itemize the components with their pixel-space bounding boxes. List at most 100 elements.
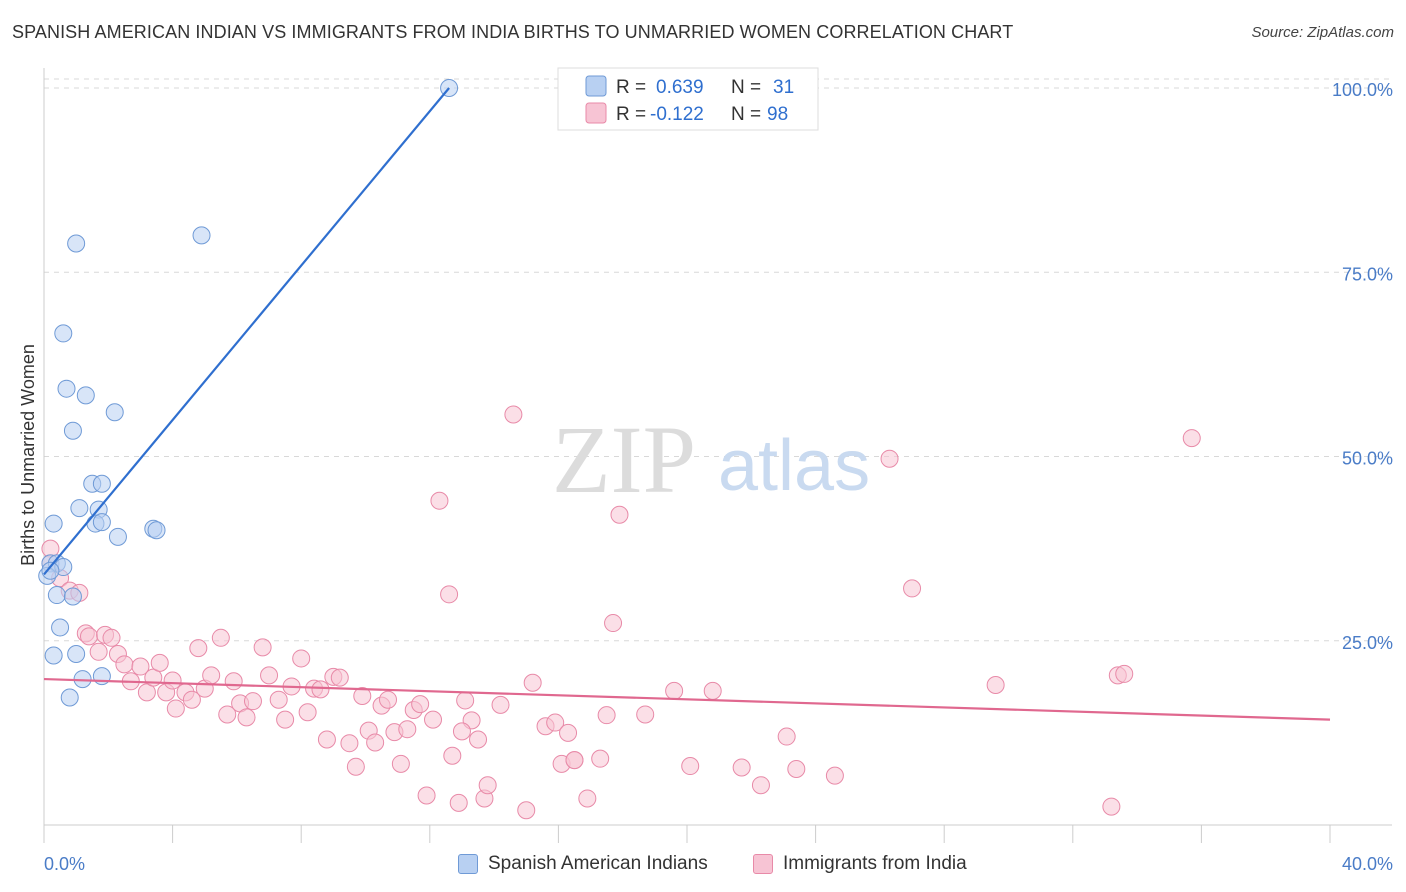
data-point-spanish-american-indian [44,514,63,533]
data-point-india [211,628,230,647]
x-tick-labels: 0.0% 40.0% [44,854,1393,874]
data-point-india [417,786,436,805]
stats-legend-n-label-2: N = [731,104,761,125]
data-point-india [411,695,430,714]
x-tick-label: 40.0% [1342,854,1393,874]
trend-lines [43,87,1331,721]
stats-legend-n-value-1: 31 [773,77,794,98]
data-point-india [449,793,468,812]
stats-legend-r-label-2: R = [616,104,646,125]
data-point-india [89,642,108,661]
y-tick-label: 25.0% [1342,633,1393,653]
data-point-india [517,801,536,820]
data-point-india [777,727,796,746]
chart-source: Source: ZipAtlas.com [1251,24,1394,41]
data-point-india [346,757,365,776]
series-immigrants-from-india [41,405,1201,820]
data-point-india [751,776,770,795]
trend-line-spanish-american-indians [43,87,450,576]
data-point-spanish-american-indian [51,618,70,637]
data-point-india [276,710,295,729]
data-point-india [578,789,597,808]
data-point-india [597,706,616,725]
data-point-spanish-american-indian [105,403,124,422]
data-point-spanish-american-indian [108,527,127,546]
data-point-india [469,730,488,749]
data-point-spanish-american-indian [47,586,66,605]
series-spanish-american-indians [38,79,459,707]
data-point-spanish-american-indian [63,421,82,440]
data-point-india [732,758,751,777]
data-point-india [825,766,844,785]
data-point-india [636,705,655,724]
data-point-india [610,505,629,524]
chart-title: SPANISH AMERICAN INDIAN VS IMMIGRANTS FR… [12,22,1014,42]
data-point-spanish-american-indian [67,234,86,253]
data-point-india [523,673,542,692]
data-point-india [131,657,150,676]
stats-legend-swatch-blue [585,75,607,97]
data-point-india [260,666,279,685]
data-point-india [504,405,523,424]
data-point-india [311,680,330,699]
data-point-spanish-american-indian [63,587,82,606]
data-point-spanish-american-indian [44,646,63,665]
data-point-india [559,723,578,742]
data-point-india [163,671,182,690]
data-point-india [1115,664,1134,683]
data-point-india [681,757,700,776]
data-point-india [591,749,610,768]
stats-legend-n-label-1: N = [731,77,761,98]
legend-item-spanish-american-indians: Spanish American Indians [458,851,708,877]
data-point-india [150,653,169,672]
data-point-india [115,655,134,674]
data-point-india [269,690,288,709]
data-point-india [787,759,806,778]
data-point-spanish-american-indian [147,521,166,540]
grid-lines [44,78,1392,642]
data-point-india [202,666,221,685]
data-point-india [903,579,922,598]
data-point-spanish-american-indian [76,386,95,405]
data-point-india [224,672,243,691]
stats-legend-swatch-pink [585,102,607,124]
y-tick-labels: 25.0% 50.0% 75.0% 100.0% [1332,80,1393,653]
data-point-india [317,730,336,749]
data-point-india [218,705,237,724]
data-point-spanish-american-indian [54,324,73,343]
data-point-india [182,690,201,709]
data-point-spanish-american-indian [60,688,79,707]
stats-legend-n-value-2: 98 [767,104,788,125]
data-point-spanish-american-indian [41,561,60,580]
data-point-india [237,708,256,727]
data-point-india [80,627,99,646]
data-point-india [391,754,410,773]
data-point-india [478,776,497,795]
data-point-india [430,491,449,510]
legend-swatch-blue [458,854,478,874]
trend-line-india [43,677,1331,721]
legend-item-immigrants-from-india: Immigrants from India [753,851,967,877]
data-point-india [102,628,121,647]
y-tick-label: 75.0% [1342,264,1393,284]
data-point-india [443,746,462,765]
watermark-atlas: atlas [718,426,870,506]
data-point-india [379,690,398,709]
stats-legend-r-label-1: R = [616,77,646,98]
y-tick-label: 100.0% [1332,80,1393,100]
data-point-india [243,692,262,711]
axes [43,68,1392,843]
data-point-spanish-american-indian [70,499,89,518]
watermark: ZIP atlas [552,406,870,513]
legend-swatch-pink [753,854,773,874]
data-point-india [703,681,722,700]
data-point-india [340,734,359,753]
data-point-india [456,691,475,710]
data-point-spanish-american-indian [92,513,111,532]
data-point-spanish-american-indian [92,474,111,493]
data-point-india [366,733,385,752]
y-tick-label: 50.0% [1342,449,1393,469]
data-point-india [665,681,684,700]
data-point-spanish-american-indian [57,379,76,398]
